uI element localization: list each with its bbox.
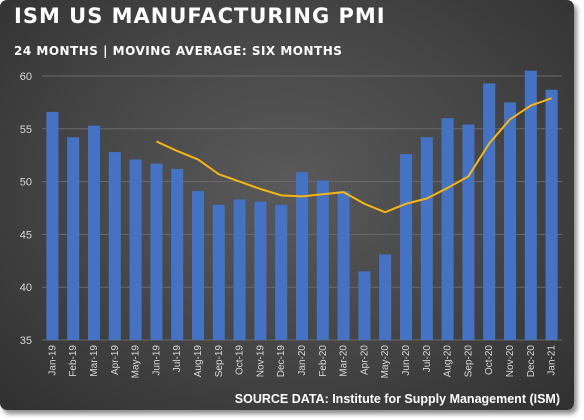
chart-subtitle: 24 MONTHS | MOVING AVERAGE: SIX MONTHS xyxy=(14,44,343,58)
x-axis: Jan-19 Feb-19 Mar-19 Apr-19 May-19 Jun-19 Jul-… xyxy=(47,345,557,379)
bar xyxy=(254,201,267,340)
x-tick-label: Jul-19 xyxy=(172,345,183,373)
x-tick-label: Feb-20 xyxy=(318,345,329,377)
chart-panel: ISM US MANUFACTURING PMI 24 MONTHS | MOV… xyxy=(0,0,574,410)
x-tick-label: Dec-19 xyxy=(276,345,287,378)
y-tick-label: 55 xyxy=(20,124,32,136)
bars xyxy=(46,70,558,341)
bar xyxy=(399,154,413,340)
bar xyxy=(358,271,371,340)
bar xyxy=(150,163,163,340)
y-tick-label: 35 xyxy=(20,335,32,347)
x-tick-label: Apr-20 xyxy=(359,345,370,375)
x-tick-label: Oct-20 xyxy=(484,345,495,375)
bar xyxy=(503,102,517,341)
y-tick-label: 45 xyxy=(20,229,32,241)
x-tick-label: Jul-20 xyxy=(422,345,433,373)
x-tick-label: Mar-20 xyxy=(339,345,350,377)
bar xyxy=(295,172,309,340)
bar xyxy=(379,254,392,340)
bar xyxy=(337,191,350,340)
bar xyxy=(108,152,121,340)
bar xyxy=(462,124,475,341)
x-tick-label: Dec-20 xyxy=(526,345,537,378)
x-tick-label: Apr-19 xyxy=(110,345,121,375)
chart-title: ISM US MANUFACTURING PMI xyxy=(14,4,386,28)
x-tick-label: Sep-19 xyxy=(214,345,225,378)
x-tick-label: Jan-19 xyxy=(47,345,58,376)
x-tick-label: Nov-20 xyxy=(505,345,516,378)
source-note: SOURCE DATA: Institute for Supply Manage… xyxy=(234,392,560,406)
x-tick-label: Feb-19 xyxy=(68,345,79,377)
bar xyxy=(545,89,558,340)
bar xyxy=(87,125,101,340)
bar xyxy=(524,70,537,340)
bar xyxy=(212,204,225,340)
bar xyxy=(483,83,496,340)
x-tick-label: Jan-20 xyxy=(297,345,308,376)
x-tick-label: Oct-19 xyxy=(235,345,246,375)
chart-svg: 35 40 45 50 55 60 Jan-19 Feb-19 Mar-19 Apr-19 May… xyxy=(20,70,562,379)
bar xyxy=(191,191,205,340)
x-tick-label: Jan-21 xyxy=(547,345,558,376)
bar xyxy=(233,199,246,340)
x-tick-label: Sep-20 xyxy=(463,345,474,378)
x-tick-label: May-19 xyxy=(131,345,142,379)
y-axis: 35 40 45 50 55 60 xyxy=(20,71,32,347)
bar xyxy=(129,159,142,340)
bar xyxy=(441,118,454,341)
bar xyxy=(316,180,329,340)
bar xyxy=(420,137,433,340)
moving-average xyxy=(155,97,552,214)
bar xyxy=(67,137,80,340)
x-tick-label: May-20 xyxy=(380,345,391,379)
y-tick-label: 60 xyxy=(20,71,32,83)
bar xyxy=(275,204,288,340)
x-tick-label: Aug-19 xyxy=(193,345,204,378)
moving-average-line xyxy=(155,97,552,214)
y-tick-label: 40 xyxy=(20,282,32,294)
bar xyxy=(46,111,59,341)
bar xyxy=(171,168,184,340)
x-tick-label: Aug-20 xyxy=(443,345,454,378)
x-tick-label: Nov-19 xyxy=(255,345,266,378)
x-tick-label: Jun-20 xyxy=(401,345,412,376)
x-tick-label: Mar-19 xyxy=(89,345,100,377)
x-tick-label: Jun-19 xyxy=(151,345,162,376)
y-tick-label: 50 xyxy=(20,177,32,189)
